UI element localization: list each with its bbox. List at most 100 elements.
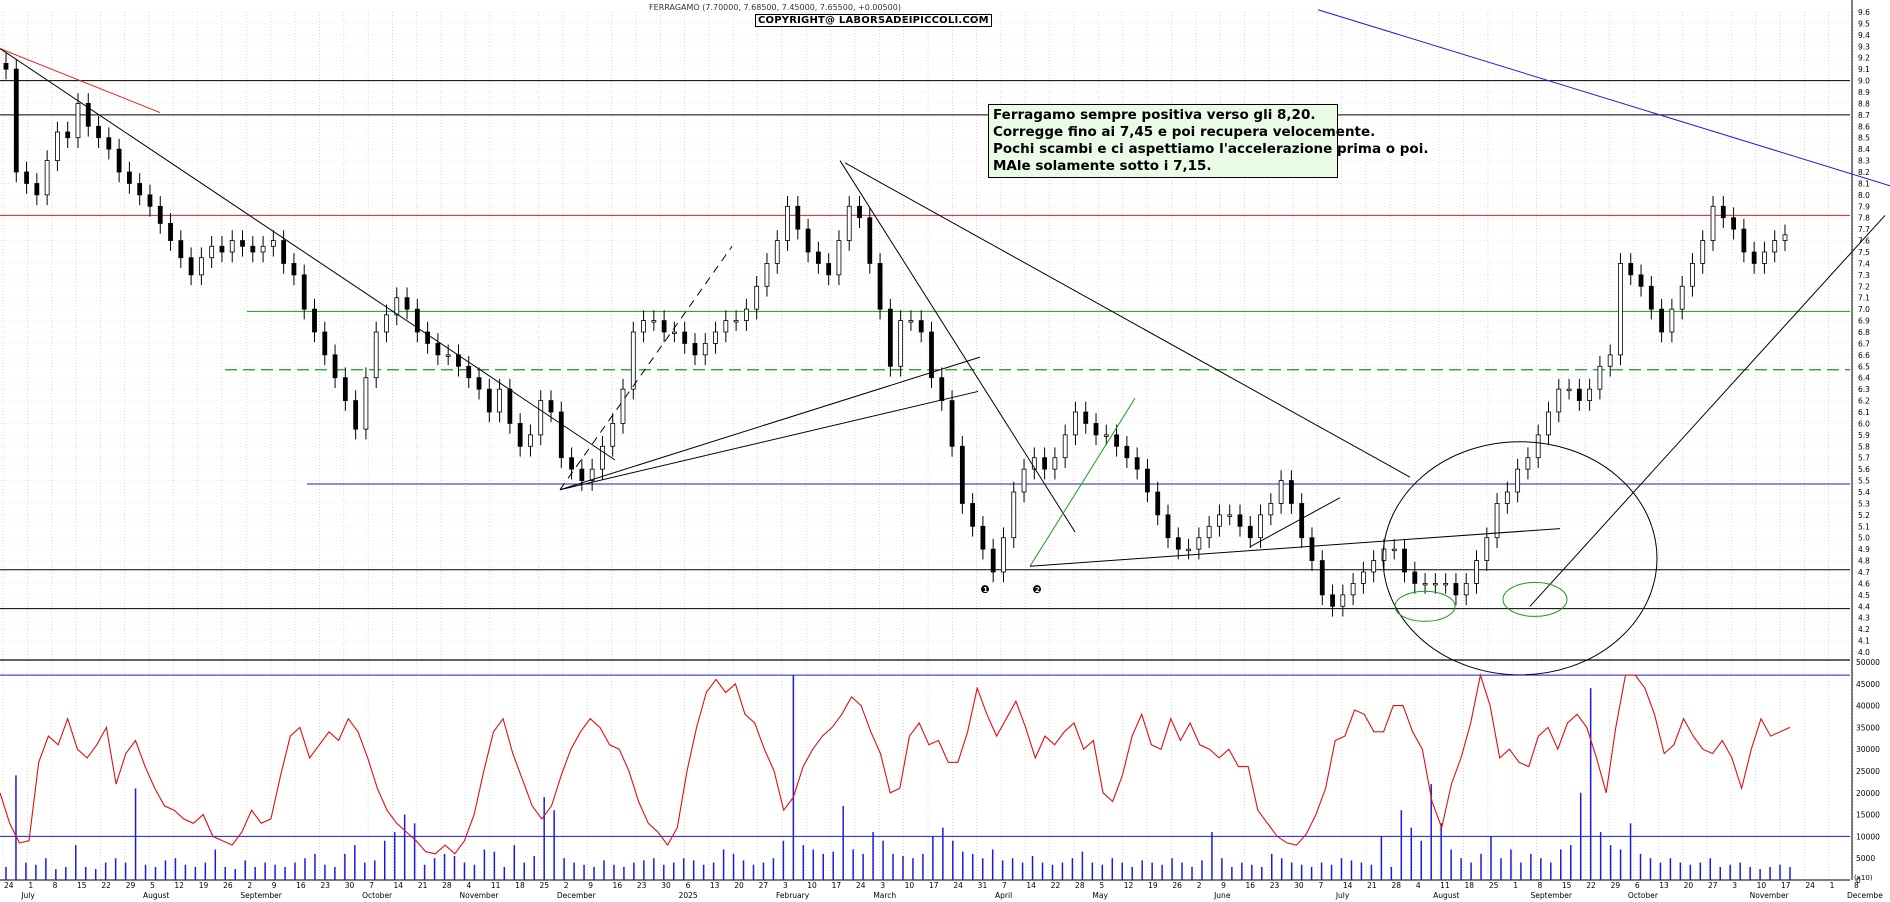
volume-y-tick-label: 10000 [1856, 832, 1880, 841]
candle-body [1073, 411, 1078, 436]
candle-body [1597, 365, 1603, 390]
note-line: Pochi scambi e ci aspettiamo l'acceleraz… [993, 141, 1429, 157]
candle-body [394, 297, 400, 316]
x-month-tick-label: August [1433, 891, 1459, 900]
x-day-tick-label: 23 [320, 881, 330, 890]
marker-number: 2 [1035, 586, 1040, 594]
y-tick-label: 8.1 [1858, 179, 1870, 188]
x-day-tick-label: 10 [1757, 881, 1767, 890]
x-day-tick-label: 26 [223, 881, 233, 890]
x-day-tick-label: 16 [613, 881, 623, 890]
y-tick-label: 4.5 [1858, 591, 1870, 600]
x-day-tick-label: 7 [369, 881, 374, 890]
candle-body [1237, 514, 1243, 527]
x-day-tick-label: 5 [1099, 881, 1104, 890]
x-day-tick-label: 24 [1805, 881, 1815, 890]
x-day-tick-label: 14 [393, 881, 403, 890]
x-day-tick-label: 25 [540, 881, 550, 890]
candle-body [137, 183, 143, 196]
x-month-tick-label: March [873, 891, 896, 900]
volume-y-tick-label: 15000 [1856, 811, 1880, 820]
candle-body [1206, 525, 1212, 539]
candle-body [96, 125, 101, 139]
candle-body [425, 331, 431, 344]
candle-body [384, 314, 389, 333]
candle-body [342, 377, 348, 401]
x-day-tick-label: 11 [491, 881, 501, 890]
x-day-tick-label: 20 [1684, 881, 1694, 890]
candle-body [1679, 285, 1685, 310]
pattern-ellipse-green [1394, 590, 1456, 622]
x-day-tick-label: 12 [174, 881, 184, 890]
x-day-tick-label: 15 [1562, 881, 1572, 890]
x-day-tick-label: 19 [199, 881, 209, 890]
y-tick-label: 9.2 [1858, 54, 1870, 63]
trend-line [559, 356, 981, 491]
candle-body [1525, 457, 1531, 470]
candle-body [1720, 205, 1726, 219]
x-day-tick-label: 18 [515, 881, 525, 890]
x-month-tick-label: May [1092, 891, 1108, 900]
candle-body [373, 331, 379, 379]
trend-line [1029, 528, 1561, 567]
x-day-tick-label: 12 [1124, 881, 1134, 890]
candle-body [1700, 240, 1706, 264]
trend-line [0, 48, 616, 461]
x-day-tick-label: 9 [588, 881, 593, 890]
candle-body [332, 354, 338, 379]
x-day-tick-label: 24 [856, 881, 866, 890]
candle-body [620, 388, 626, 424]
candle-body [1309, 537, 1315, 561]
candle-body [723, 320, 729, 333]
candle-body [322, 331, 328, 356]
candle-body [548, 400, 554, 413]
volume-y-tick-label: 25000 [1856, 767, 1880, 776]
trend-line [844, 162, 1411, 478]
candle-body [1566, 388, 1572, 392]
candle-body [1412, 571, 1418, 584]
candle-body [1494, 503, 1500, 539]
candle-body [887, 308, 893, 367]
x-month-tick-label: December [557, 891, 597, 900]
y-tick-label: 6.9 [1858, 317, 1870, 326]
x-day-tick-label: 2 [564, 881, 569, 890]
x-month-tick-label: Decembe [1847, 891, 1883, 900]
x-month-tick-label: September [240, 891, 282, 900]
x-day-tick-label: 7 [1318, 881, 1323, 890]
y-tick-label: 6.5 [1858, 362, 1870, 371]
candle-body [1618, 263, 1623, 356]
candle-body [754, 285, 760, 310]
y-tick-label: 6.3 [1858, 385, 1870, 394]
candle-body [312, 308, 317, 333]
candle-body [353, 400, 359, 430]
y-tick-label: 5.0 [1858, 534, 1870, 543]
candle-body [795, 205, 801, 230]
candle-body [260, 245, 266, 253]
candle-body [1782, 234, 1788, 241]
candle-body [908, 320, 914, 323]
candle-body [1319, 560, 1325, 596]
candle-body [1381, 548, 1387, 561]
candle-body [1052, 457, 1058, 470]
candle-body [569, 457, 574, 470]
x-day-tick-label: 21 [1367, 881, 1377, 890]
candle-body [250, 245, 256, 253]
candle-body [1360, 571, 1366, 584]
candle-body [867, 217, 873, 264]
x-day-tick-label: 11 [1440, 881, 1450, 890]
x-month-tick-label: February [776, 891, 810, 900]
copyright-label: COPYRIGHT@ LABORSADEIPICCOLI.COM [755, 14, 992, 27]
candle-body [1391, 548, 1397, 552]
candle-body [363, 377, 369, 430]
candle-body [733, 320, 739, 323]
y-tick-label: 7.1 [1858, 294, 1870, 303]
candle-body [1134, 457, 1140, 470]
candle-body [661, 320, 667, 333]
x-day-tick-label: 22 [1051, 881, 1061, 890]
candle-body [1083, 411, 1089, 424]
y-tick-label: 7.9 [1858, 202, 1870, 211]
y-tick-label: 7.7 [1858, 225, 1870, 234]
candle-body [846, 205, 852, 241]
x-day-tick-label: 6 [686, 881, 691, 890]
x-month-tick-label: November [1750, 891, 1790, 900]
